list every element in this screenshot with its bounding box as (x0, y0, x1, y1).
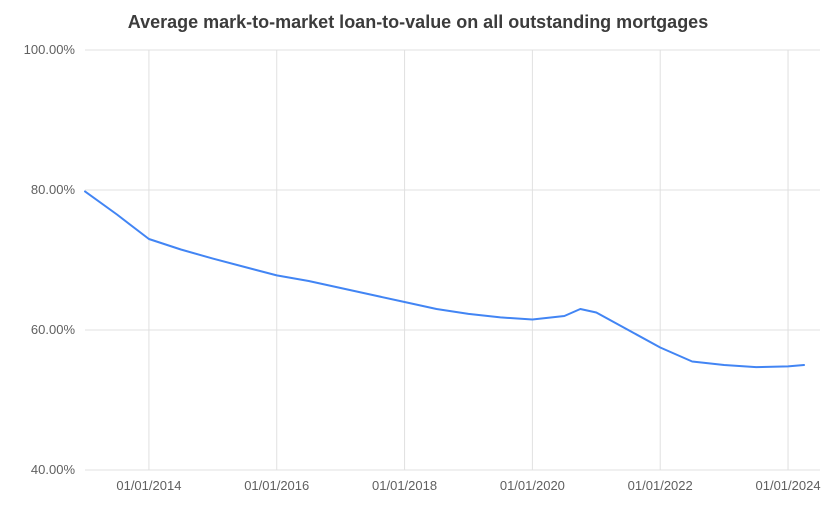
x-axis-label: 01/01/2016 (244, 478, 309, 493)
y-axis-label: 100.00% (24, 42, 76, 57)
line-chart-svg: Average mark-to-market loan-to-value on … (0, 0, 836, 517)
x-axis-label: 01/01/2020 (500, 478, 565, 493)
chart-container: Average mark-to-market loan-to-value on … (0, 0, 836, 517)
chart-title: Average mark-to-market loan-to-value on … (128, 12, 708, 32)
x-axis-label: 01/01/2014 (116, 478, 181, 493)
y-axis-label: 60.00% (31, 322, 76, 337)
x-axis-label: 01/01/2022 (628, 478, 693, 493)
x-axis-label: 01/01/2018 (372, 478, 437, 493)
x-axis-label: 01/01/2024 (756, 478, 821, 493)
y-axis-label: 40.00% (31, 462, 76, 477)
y-axis-label: 80.00% (31, 182, 76, 197)
